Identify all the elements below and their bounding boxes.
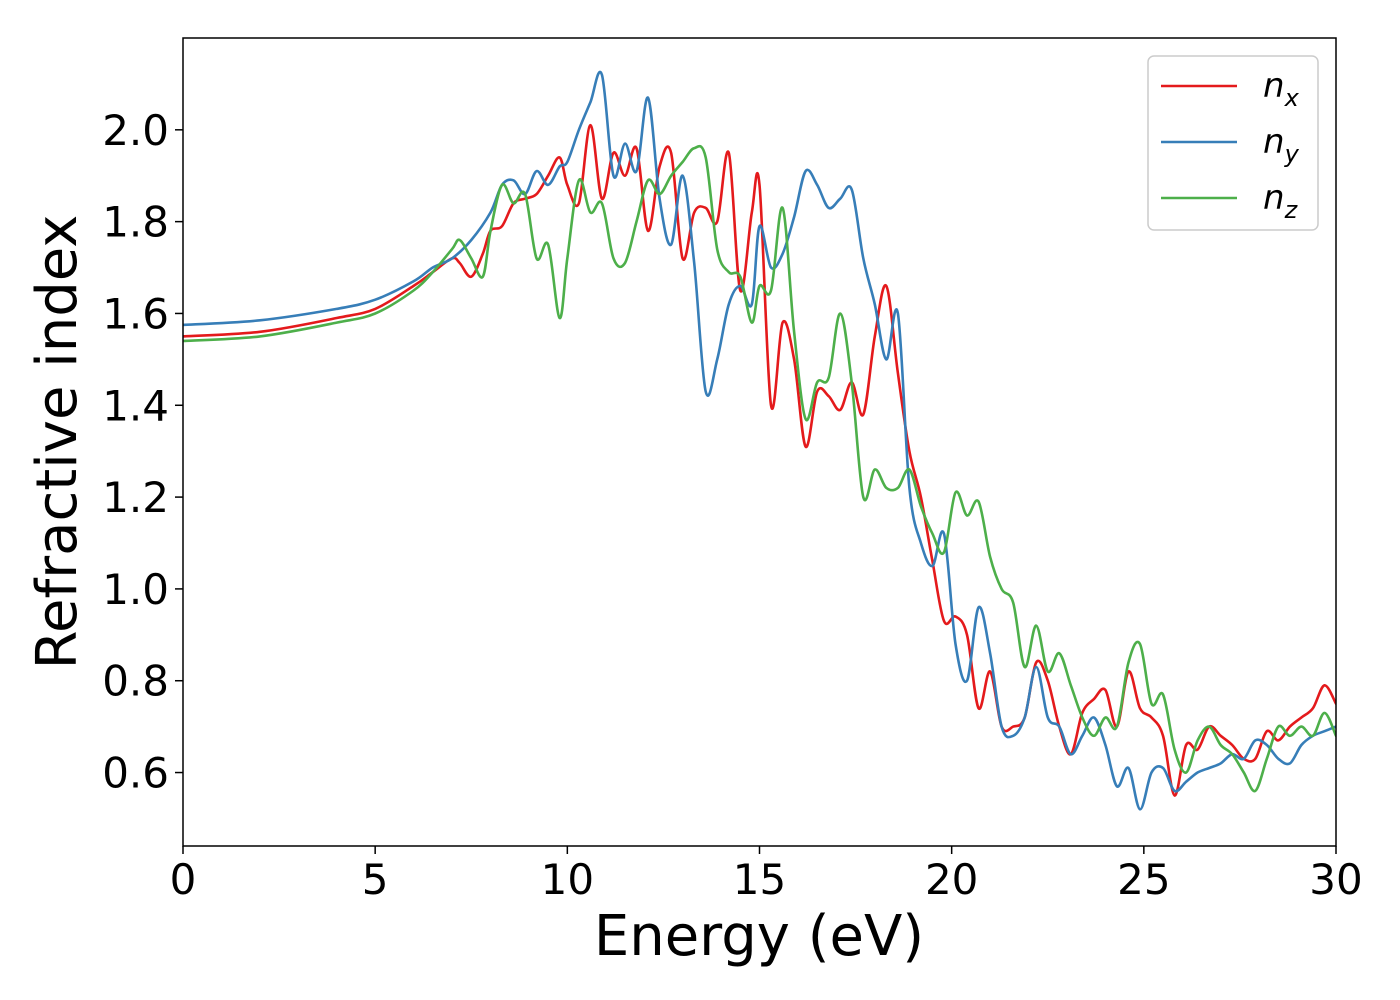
y-tick-label: 0.8: [102, 657, 169, 706]
x-tick-label: 10: [541, 855, 594, 904]
x-tick-label: 5: [362, 855, 389, 904]
y-axis: 0.6 0.8 1.0 1.2 1.4 1.6 1.8 2.0: [102, 106, 183, 798]
y-tick-label: 0.6: [102, 749, 169, 798]
y-tick-label: 1.0: [102, 565, 169, 614]
series-line-n-z: [183, 144, 1336, 793]
x-tick-label: 25: [1117, 855, 1170, 904]
series-layer: [183, 70, 1336, 811]
legend-label-n-x: nx: [1263, 66, 1300, 112]
x-tick-label: 20: [925, 855, 978, 904]
legend-label-subscript: z: [1284, 196, 1299, 224]
y-tick-label: 1.8: [102, 198, 169, 247]
legend-label-base: n: [1263, 66, 1285, 106]
x-tick-label: 15: [733, 855, 786, 904]
series-line-n-y: [183, 70, 1336, 811]
legend-label-subscript: y: [1284, 140, 1300, 168]
y-tick-label: 1.4: [102, 381, 169, 430]
series-line-n-x: [183, 123, 1336, 797]
legend-label-subscript: x: [1284, 84, 1300, 112]
y-tick-label: 2.0: [102, 106, 169, 155]
legend-label-n-y: ny: [1263, 122, 1300, 168]
x-tick-label: 30: [1309, 855, 1362, 904]
x-axis: 0 5 10 15 20 25 30: [170, 846, 1363, 904]
legend-label-n-z: nz: [1263, 178, 1299, 224]
legend-label-base: n: [1263, 122, 1285, 162]
y-tick-label: 1.6: [102, 289, 169, 338]
legend-label-base: n: [1263, 178, 1285, 218]
x-axis-title: Energy (eV): [594, 904, 924, 969]
y-tick-label: 1.2: [102, 473, 169, 522]
y-axis-title: Refractive index: [25, 215, 90, 670]
x-tick-label: 0: [170, 855, 197, 904]
